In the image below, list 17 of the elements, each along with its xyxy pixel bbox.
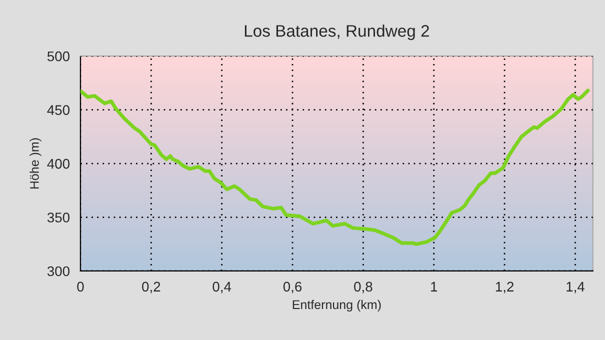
- x-tick-label: 0: [77, 282, 84, 292]
- x-tick-label: 1,4: [566, 282, 584, 294]
- line-series: [80, 88, 590, 246]
- y-tick-label: 350: [47, 212, 70, 222]
- y-tick-label: 400: [47, 158, 70, 169]
- y-tick-label: 450: [47, 105, 70, 115]
- y-tick-label: 300: [47, 266, 70, 276]
- x-tick-label: 0,4: [212, 282, 232, 294]
- x-tick-label: 0,2: [142, 282, 160, 294]
- y-tick-label: 500: [47, 51, 70, 62]
- x-tick-label: 1,2: [496, 282, 514, 294]
- x-tick-label: 0,8: [354, 282, 372, 294]
- x-tick-label: 0,6: [283, 282, 302, 294]
- chart-title: Los Batanes, Rundweg 2: [244, 24, 429, 40]
- x-axis-title: Entfernung (km): [292, 300, 381, 312]
- x-tick-label: 1: [431, 282, 438, 292]
- y-axis-title: Höhe )m): [30, 138, 42, 189]
